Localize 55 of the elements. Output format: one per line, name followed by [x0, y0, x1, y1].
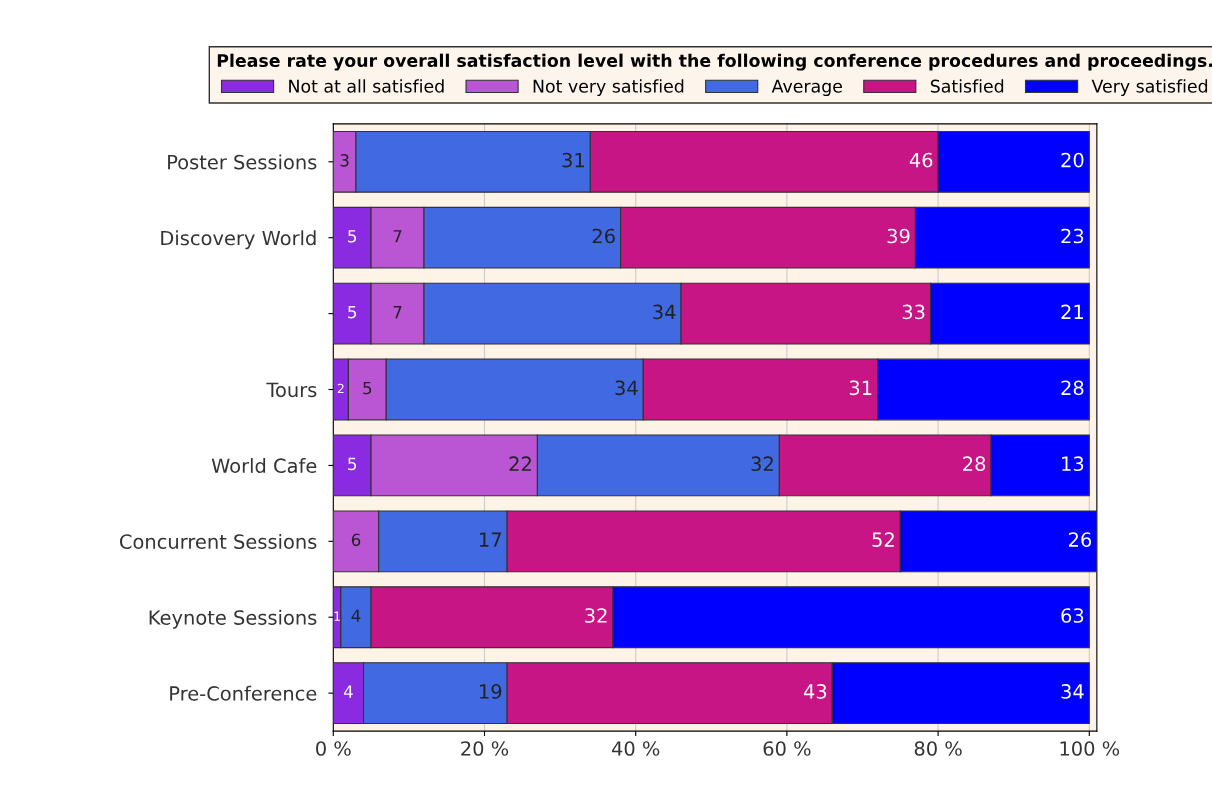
data-label: 39 — [887, 228, 910, 244]
x-tick-label: 60 % — [763, 741, 811, 756]
x-tick-label: 20 % — [461, 741, 509, 756]
x-tick-label: 40 % — [611, 741, 660, 756]
data-label: 2 — [337, 383, 344, 393]
data-label: 7 — [393, 306, 402, 319]
data-label: 26 — [1069, 532, 1092, 547]
data-label: 3 — [340, 154, 349, 167]
data-label: 20 — [1061, 152, 1084, 168]
data-label: 23 — [1061, 228, 1084, 244]
y-tick-label: Poster Sessions — [168, 154, 317, 170]
data-label: 43 — [803, 684, 827, 699]
data-label: 7 — [393, 230, 402, 243]
data-label: 5 — [348, 457, 357, 471]
data-label: 13 — [1062, 456, 1084, 472]
data-label: 21 — [1061, 304, 1083, 319]
data-label: 28 — [963, 456, 986, 472]
data-label: 33 — [902, 304, 925, 320]
x-tick-label: 100 % — [1060, 741, 1120, 756]
data-label: 26 — [592, 228, 615, 244]
data-label: 22 — [509, 456, 531, 471]
data-label: 34 — [653, 304, 676, 320]
data-label: 4 — [343, 685, 353, 698]
data-label: 34 — [1061, 684, 1084, 699]
legend-label: Satisfied — [930, 79, 1004, 93]
y-tick-label: Tours — [266, 382, 317, 398]
y-tick-label: World Cafe — [211, 458, 317, 474]
legend-label: Average — [771, 79, 842, 97]
data-label: 6 — [351, 533, 361, 547]
legend-label: Not at all satisfied — [289, 79, 444, 93]
x-tick-label: 80 % — [914, 741, 962, 756]
data-label: 32 — [585, 608, 607, 623]
data-label: 4 — [351, 609, 361, 622]
data-label: 34 — [615, 380, 638, 396]
data-label: 19 — [480, 684, 502, 699]
data-label: 31 — [562, 152, 585, 168]
legend-label: Not very satisfied — [533, 79, 684, 97]
y-tick-label: Discovery World — [161, 230, 316, 250]
y-tick-label: Keynote Sessions — [149, 609, 317, 629]
legend-label: Very satisfied — [1091, 79, 1208, 97]
data-label: 5 — [363, 381, 372, 395]
data-label: 1 — [334, 611, 340, 621]
x-tick-label: 0 % — [316, 741, 351, 756]
data-label: 5 — [348, 230, 357, 243]
data-label: 63 — [1061, 608, 1084, 623]
data-label: 28 — [1061, 380, 1084, 396]
data-label: 31 — [849, 380, 872, 396]
data-label: 52 — [872, 532, 894, 547]
data-label: 32 — [751, 456, 773, 472]
data-label: 5 — [348, 306, 357, 319]
data-label: 46 — [909, 152, 933, 168]
y-tick-label: Concurrent Sessions — [119, 533, 317, 549]
data-label: 17 — [480, 532, 501, 547]
legend-title: Please rate your overall satisfaction level with the following conference procedures and proceedings. — [217, 53, 1212, 71]
y-tick-label: Pre-Conference — [170, 685, 317, 701]
